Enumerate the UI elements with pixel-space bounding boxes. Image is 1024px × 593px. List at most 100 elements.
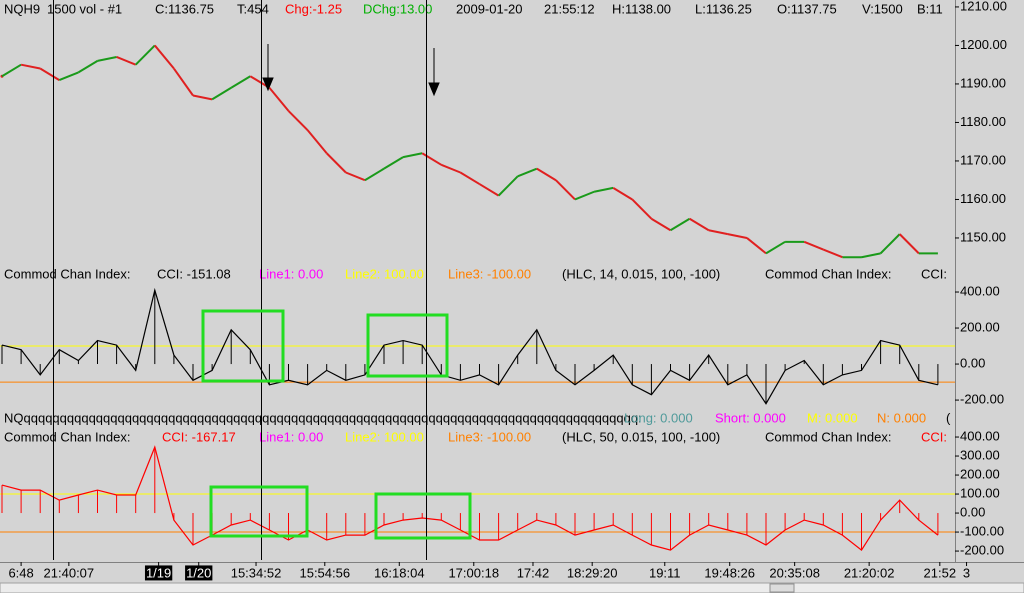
price-segment	[574, 190, 595, 201]
header-stat: H:1138.00	[612, 1, 671, 16]
header-stat: DChg:13.00	[363, 1, 432, 16]
header-stat: L:1136.25	[695, 1, 752, 16]
price-segment	[383, 156, 404, 170]
header-stat: Chg:-1.25	[285, 1, 342, 16]
strategy-stat: (	[946, 410, 951, 425]
y-tick-label: 1160.00	[960, 191, 1006, 206]
highlight-box	[201, 309, 285, 383]
x-tick-highlight	[144, 565, 173, 581]
x-tick-label: 6:48	[8, 565, 33, 580]
price-segment	[803, 240, 824, 251]
x-tick-label: 17:00:18	[448, 565, 499, 580]
price-segment	[497, 175, 519, 197]
x-tick-label: 17:42	[517, 565, 550, 580]
price-segment	[154, 44, 175, 70]
y-tick-label: 400.00	[960, 283, 1000, 298]
price-segment	[306, 129, 328, 154]
price-segment	[631, 198, 653, 220]
scrollbar-track[interactable]	[0, 582, 1024, 593]
x-tick-label: 21:52	[924, 565, 957, 580]
y-tick-label: 1180.00	[960, 114, 1006, 129]
header-stat: 2009-01-20	[456, 1, 523, 16]
x-tick-label: 19:11	[649, 565, 681, 580]
price-segment	[268, 87, 290, 112]
y-tick-label: 1210.00	[960, 0, 1007, 13]
indicator-stat: Line1: 0.00	[259, 429, 323, 444]
x-tick-label: 15:34:52	[231, 565, 282, 580]
price-segment	[517, 167, 538, 178]
scrollbar[interactable]	[0, 582, 1024, 593]
highlight-box	[374, 492, 472, 540]
scrollbar-thumb[interactable]	[769, 583, 795, 593]
arrows	[262, 44, 440, 97]
x-tick-label: 18:29:20	[567, 565, 618, 580]
x-tick-label: 20:35:08	[769, 565, 820, 580]
x-tick-label: 21:40:07	[44, 565, 95, 580]
price-segment	[765, 240, 786, 255]
header-stat: B:11	[917, 1, 943, 16]
y-tick-label: 1200.00	[960, 37, 1007, 52]
price-segment	[116, 56, 137, 66]
price-segment	[669, 217, 691, 232]
x-tick-label: 16:18:04	[374, 565, 425, 580]
price-segment	[536, 167, 557, 182]
y-tick-label: 300.00	[960, 447, 1000, 462]
header-stat: T:454	[237, 1, 269, 16]
price-segment	[325, 152, 347, 174]
y-tick-label: 100.00	[960, 485, 1000, 500]
price-segment	[746, 237, 767, 255]
price-segment	[364, 167, 385, 182]
header-stat: C:1136.75	[155, 1, 214, 16]
price-segment	[192, 94, 213, 101]
bar-spec: 1500 vol - #1	[47, 1, 122, 16]
x-tick-label: 15:54:56	[299, 565, 350, 580]
strategy-name: NQqqqqqqqqqqqqqqqqqqqqqqqqqqqqqqqqqqqqqq…	[4, 410, 642, 425]
plot-layers: 1150.00 1160.00 1170.00 1180.00 1190.00 1200.…	[0, 0, 1007, 581]
price-segment	[879, 233, 901, 255]
indicator-title: Commod Chan Index:	[4, 429, 130, 444]
highlight-boxes	[201, 309, 472, 540]
y-tick-label: -200.00	[960, 543, 1004, 558]
indicator-title: Commod Chan Index:	[4, 266, 130, 281]
y-tick-label: 1150.00	[960, 229, 1006, 244]
y-tick-label: -200.00	[960, 392, 1004, 407]
y-tick-label: 0.00	[960, 504, 985, 519]
price-segment	[861, 252, 881, 259]
y-tick-label: 0.00	[960, 355, 985, 370]
y-tick-label: 1190.00	[960, 75, 1006, 90]
arrow-head	[262, 77, 274, 92]
indicator-stat: CCI: -167.17	[162, 429, 236, 444]
price-segment	[421, 152, 442, 166]
indicator-stat: Line2: 100.00	[345, 429, 424, 444]
x-tick-highlight	[185, 565, 213, 581]
price-segment	[708, 229, 728, 236]
indicator-overflow: CCI:	[921, 429, 947, 444]
y-tick-label: 1170.00	[960, 152, 1006, 167]
x-tick-label: 1/19	[146, 565, 171, 580]
header-stat: O:1137.75	[777, 1, 837, 16]
indicator-params: (HLC, 50, 0.015, 100, -100)	[562, 429, 720, 444]
price-segment	[230, 75, 251, 89]
price-segment	[555, 179, 576, 201]
indicator-stat: Line3: -100.00	[448, 429, 531, 444]
y-tick-label: -100.00	[960, 523, 1004, 538]
price-segment	[822, 248, 843, 259]
oscillator-line	[1, 287, 939, 405]
price-segment	[727, 233, 748, 239]
indicator-stat: Line2: 100.00	[345, 266, 424, 281]
indicator-overflow: CCI:	[921, 266, 947, 281]
x-tick-label: 21:20:02	[844, 565, 895, 580]
price-segment	[402, 152, 423, 159]
y-tick-label: 400.00	[960, 428, 1000, 443]
price-segment	[898, 233, 920, 255]
x-tick-label: 1/20	[186, 565, 211, 580]
indicator-overflow: Commod Chan Index:	[765, 429, 891, 444]
session-lines	[53, 0, 427, 560]
price-segment	[459, 171, 481, 185]
arrow-head	[428, 82, 440, 97]
price-segment	[211, 86, 232, 101]
price-segment	[97, 56, 117, 62]
y-tick-label: 200.00	[960, 319, 1000, 334]
strategy-stat: M: 0.000	[807, 410, 858, 425]
